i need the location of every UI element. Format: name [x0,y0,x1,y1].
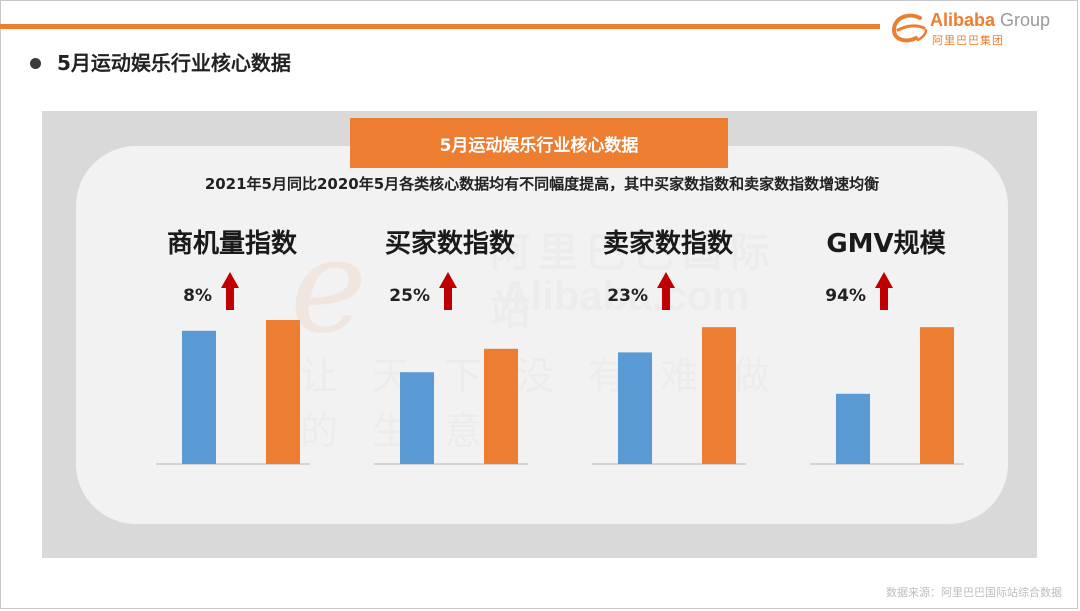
chart-subtitle: 2021年5月同比2020年5月各类核心数据均有不同幅度提高，其中买家数指数和卖… [204,175,880,193]
chart-title-2: 买家数指数 [385,228,516,259]
bar-4-2 [920,327,954,464]
chart-title-3: 卖家数指数 [603,228,734,259]
bar-3-1 [618,352,652,464]
bar-3-2 [702,327,736,464]
up-arrow-icon-2 [439,272,457,310]
logo-text-cn: 阿里巴巴集团 [932,34,1004,47]
growth-label-1: 8% [183,286,212,306]
bar-2-2 [484,348,518,464]
section-banner: 5月运动娱乐行业核心数据 [350,118,728,168]
data-source-note: 数据来源：阿里巴巴国际站综合数据 [886,586,1062,599]
chart-title-4: GMV规模 [826,229,946,259]
alibaba-group-logo: Alibaba Group 阿里巴巴集团 [890,8,1066,48]
alibaba-e-logo-icon [891,13,928,43]
bullet-icon [30,57,41,69]
page-title: 5月运动娱乐行业核心数据 [30,48,291,78]
bar-2-1 [400,372,434,464]
bar-1-1 [182,330,216,464]
up-arrow-icon-4 [875,272,893,310]
growth-label-4: 94% [825,286,866,306]
bar-1-2 [266,320,300,464]
up-arrow-icon-3 [657,272,675,310]
header-accent-line [0,24,880,29]
up-arrow-icon-1 [221,272,239,310]
page-title-text: 5月运动娱乐行业核心数据 [57,51,291,75]
growth-label-2: 25% [389,286,430,306]
logo-text-en: Alibaba Group [930,10,1051,30]
chart-title-1: 商机量指数 [167,228,298,259]
growth-label-3: 23% [607,286,648,306]
bar-4-1 [836,393,870,464]
